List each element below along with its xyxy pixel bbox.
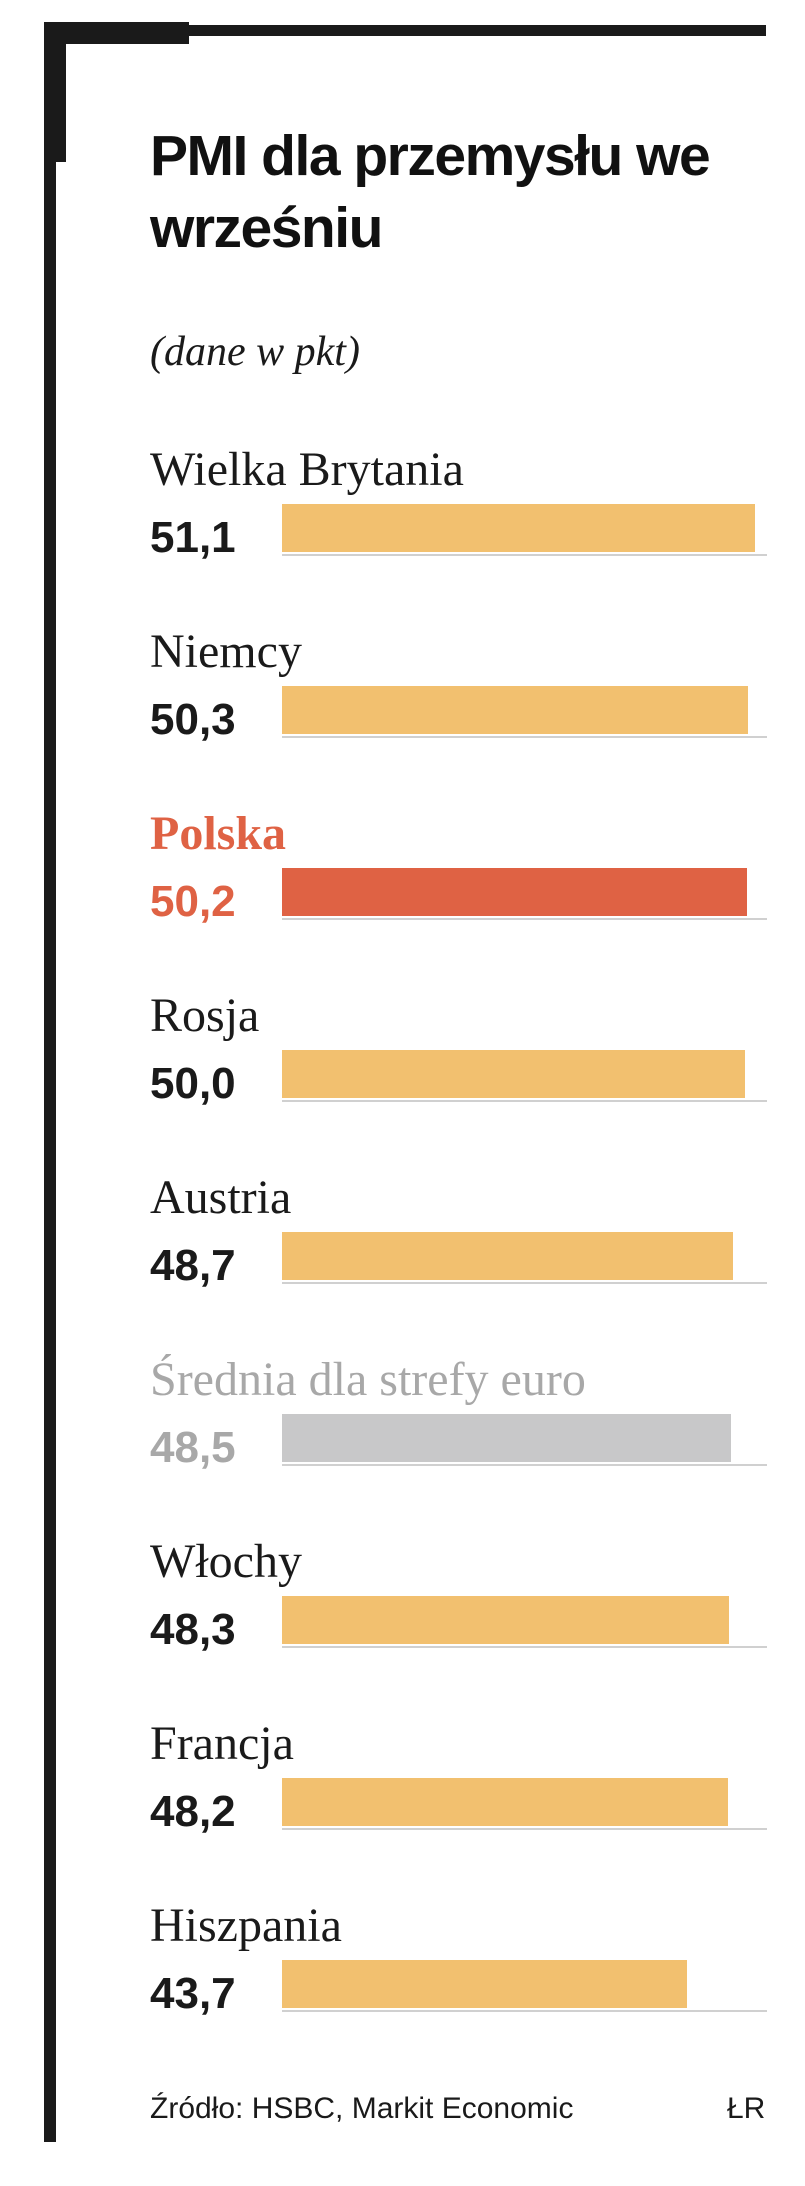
value-label: 48,7 — [150, 1241, 236, 1290]
row-baseline — [282, 1282, 767, 1284]
frame-top-rule — [44, 25, 766, 36]
chart-row: Niemcy 50,3 — [0, 622, 805, 804]
chart-row: Rosja 50,0 — [0, 986, 805, 1168]
frame-corner-block — [44, 22, 66, 162]
chart-row: Francja 48,2 — [0, 1714, 805, 1896]
category-label: Francja — [150, 1717, 294, 1770]
bar — [282, 1596, 729, 1644]
value-label: 50,3 — [150, 695, 236, 744]
category-label: Rosja — [150, 989, 260, 1042]
chart-row: Austria 48,7 — [0, 1168, 805, 1350]
bar — [282, 686, 748, 734]
row-baseline — [282, 1464, 767, 1466]
bar — [282, 868, 747, 916]
chart-row: Wielka Brytania 51,1 — [0, 440, 805, 622]
frame-corner-tab — [44, 22, 189, 44]
chart-title: PMI dla przemysłu we wrześniu — [150, 124, 711, 260]
bar — [282, 1778, 728, 1826]
category-label: Austria — [150, 1171, 292, 1224]
category-label: Włochy — [150, 1535, 302, 1588]
bar — [282, 1960, 687, 2008]
bar — [282, 1232, 733, 1280]
chart-row: Hiszpania 43,7 — [0, 1896, 805, 2078]
row-baseline — [282, 918, 767, 920]
value-label: 51,1 — [150, 513, 236, 562]
row-baseline — [282, 1100, 767, 1102]
frame-left-rule — [44, 22, 56, 2142]
value-label: 50,2 — [150, 877, 236, 926]
category-label: Średnia dla strefy euro — [150, 1353, 586, 1406]
category-label: Polska — [150, 807, 287, 860]
value-label: 43,7 — [150, 1969, 236, 2018]
value-label: 48,3 — [150, 1605, 236, 1654]
row-baseline — [282, 554, 767, 556]
category-label: Wielka Brytania — [150, 443, 464, 496]
row-baseline — [282, 1828, 767, 1830]
chart-subtitle: (dane w pkt) — [150, 329, 360, 375]
bar — [282, 504, 755, 552]
value-label: 48,2 — [150, 1787, 236, 1836]
bar — [282, 1414, 731, 1462]
value-label: 48,5 — [150, 1423, 236, 1472]
row-baseline — [282, 2010, 767, 2012]
chart-row: Średnia dla strefy euro 48,5 — [0, 1350, 805, 1532]
category-label: Niemcy — [150, 625, 302, 678]
author-credit: ŁR — [727, 2092, 766, 2125]
row-baseline — [282, 736, 767, 738]
bar — [282, 1050, 745, 1098]
value-label: 50,0 — [150, 1059, 236, 1108]
chart-row: Polska 50,2 — [0, 804, 805, 986]
chart-row: Włochy 48,3 — [0, 1532, 805, 1714]
category-label: Hiszpania — [150, 1899, 342, 1952]
row-baseline — [282, 1646, 767, 1648]
source-note: Źródło: HSBC, Markit Economic — [150, 2092, 574, 2125]
